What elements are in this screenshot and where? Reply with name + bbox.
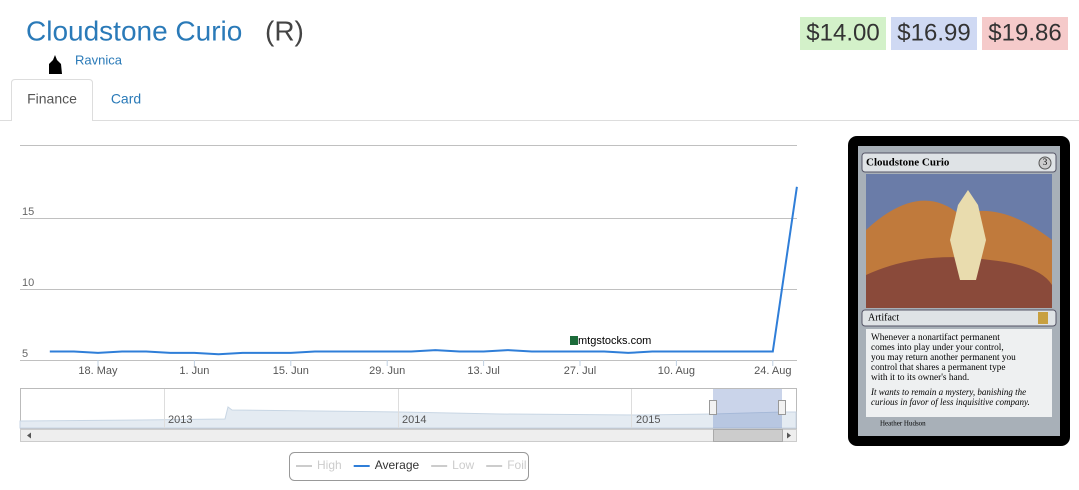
x-tick-label: 10. Aug: [658, 365, 695, 377]
price-box: [800, 17, 886, 50]
watermark-text: mtgstocks.com: [578, 335, 651, 347]
rarity: (R): [265, 15, 304, 46]
navigator-series: [19, 406, 797, 429]
navigator-handle[interactable]: [709, 400, 717, 415]
price-avg: $16.99: [897, 19, 970, 46]
scroll-left[interactable]: [27, 432, 31, 439]
card-art-rock: [866, 257, 1052, 308]
navigator-selection[interactable]: [713, 389, 782, 428]
scroll-right[interactable]: [787, 432, 791, 439]
card-image: Cloudstone Curio 3 Artifact Whenever a n…: [848, 136, 1070, 446]
navigator-label: 2014: [402, 414, 426, 426]
card-type-bar: [861, 309, 1057, 327]
card-flavor: It wants to remain a mystery, banishing …: [870, 387, 1026, 397]
navigator-label: 2013: [168, 414, 192, 426]
card-name: Cloudstone Curio: [866, 157, 950, 169]
card-text-box: [866, 329, 1052, 417]
x-tick-label: 24. Aug: [754, 365, 791, 377]
x-tick-label: 18. May: [78, 365, 118, 377]
y-tick-label: 5: [22, 348, 28, 360]
tab[interactable]: Finance: [27, 91, 77, 107]
legend-box: [289, 452, 529, 481]
watermark: mtgstocks.com: [570, 335, 651, 347]
tab-active: [11, 79, 93, 121]
card-artist: Heather Hudson: [880, 420, 926, 428]
card-rules: control that shares a permanent type: [871, 363, 1006, 373]
card-cost: 3: [1043, 157, 1048, 167]
card-title[interactable]: Cloudstone Curio: [26, 15, 242, 46]
card-rules: Whenever a nonartifact permanent: [871, 332, 1000, 343]
set-icon: [49, 55, 62, 74]
y-tick-label: 15: [22, 206, 34, 218]
card-rules: you may return another permanent you: [871, 353, 1016, 363]
legend-label[interactable]: High: [317, 458, 342, 472]
card-rules: comes into play under your control,: [871, 343, 1004, 353]
mana-symbol: [1038, 156, 1052, 170]
set-symbol: [1038, 312, 1048, 324]
y-tick-label: 10: [22, 277, 34, 289]
legend-label[interactable]: Average: [375, 458, 420, 472]
price-box: [891, 17, 977, 50]
price-low: $14.00: [806, 19, 879, 46]
card-rules: with it to its owner's hand.: [871, 373, 969, 383]
price-box: [982, 17, 1068, 50]
x-tick-label: 29. Jun: [369, 365, 405, 377]
series-line: [49, 186, 798, 356]
watermark-icon: [570, 336, 578, 345]
chart: mtgstocks.com 5 10 15 18. May 1. Jun 15. Jun 2…: [19, 145, 798, 481]
x-tick-label: 1. Jun: [179, 365, 209, 377]
tab[interactable]: Card: [111, 91, 141, 107]
scrollbar-thumb[interactable]: [713, 429, 783, 442]
card-art-figure: [950, 190, 986, 280]
navigator-handle[interactable]: [778, 400, 786, 415]
navigator-label: 2015: [636, 414, 660, 426]
legend-label[interactable]: Low: [452, 458, 474, 472]
x-tick-label: 13. Jul: [467, 365, 499, 377]
card-title-bar: [861, 152, 1057, 173]
scrollbar[interactable]: [20, 429, 797, 442]
legend-label[interactable]: Foil: [507, 458, 526, 472]
x-tick-label: 27. Jul: [564, 365, 596, 377]
card-type: Artifact: [868, 312, 899, 323]
x-tick-label: 15. Jun: [273, 365, 309, 377]
set-link[interactable]: Ravnica: [75, 52, 123, 67]
card-flavor: curious in favor of less inquisitive com…: [871, 397, 1030, 407]
price-high: $19.86: [988, 19, 1061, 46]
